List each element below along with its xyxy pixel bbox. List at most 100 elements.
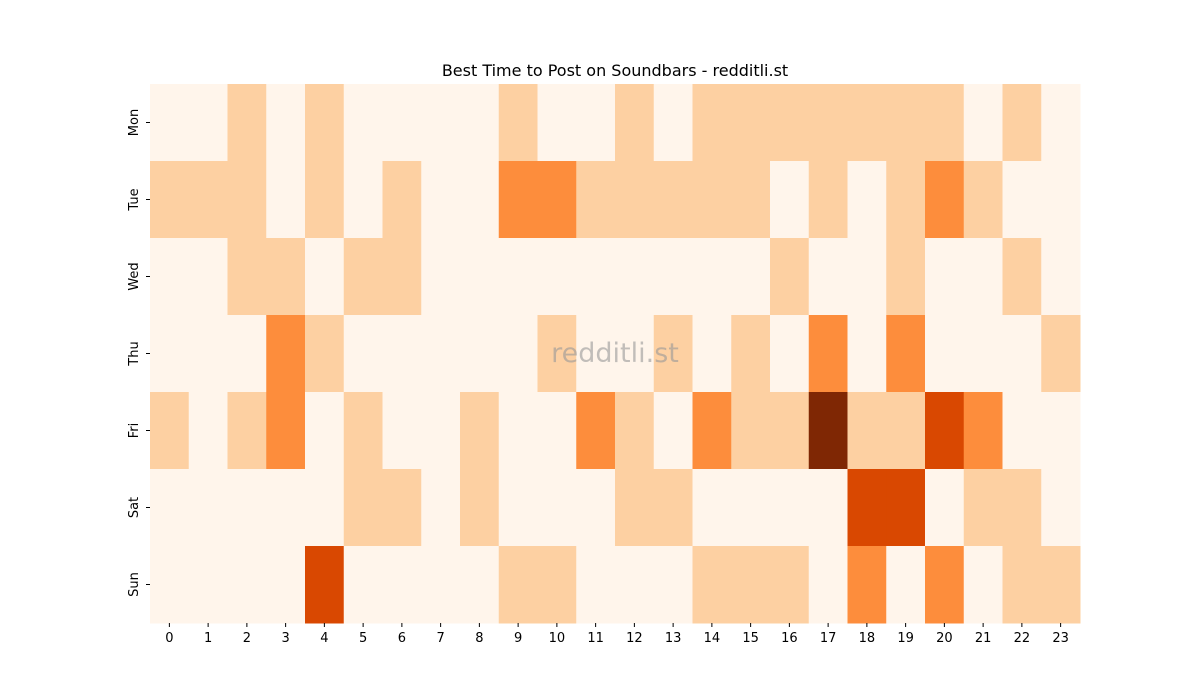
heatmap-cell-mon-23 xyxy=(1041,84,1081,162)
heatmap-cell-sat-19 xyxy=(886,469,926,547)
heatmap-cell-tue-9 xyxy=(498,161,538,239)
heatmap-cell-thu-23 xyxy=(1041,315,1081,393)
heatmap-cell-tue-3 xyxy=(266,161,306,239)
heatmap-cell-wed-6 xyxy=(382,238,422,316)
heatmap-cell-wed-16 xyxy=(770,238,810,316)
heatmap-cell-wed-12 xyxy=(615,238,655,316)
heatmap-cell-thu-20 xyxy=(925,315,965,393)
heatmap-cell-tue-5 xyxy=(343,161,383,239)
heatmap-cell-mon-11 xyxy=(576,84,616,162)
x-tick-label: 15 xyxy=(742,631,759,646)
heatmap-cell-wed-3 xyxy=(266,238,306,316)
heatmap-cell-fri-12 xyxy=(615,392,655,470)
heatmap-cell-tue-10 xyxy=(537,161,577,239)
heatmap-cell-mon-7 xyxy=(421,84,461,162)
heatmap-cell-tue-6 xyxy=(382,161,422,239)
heatmap-cell-thu-17 xyxy=(808,315,848,393)
heatmap-cell-tue-16 xyxy=(770,161,810,239)
y-tick-label: Wed xyxy=(127,262,142,290)
heatmap-cell-sun-14 xyxy=(692,546,732,624)
x-tick-label: 0 xyxy=(165,631,173,646)
heatmap-cell-tue-12 xyxy=(615,161,655,239)
heatmap-cell-fri-15 xyxy=(731,392,771,470)
x-tick-label: 9 xyxy=(514,631,522,646)
heatmap-cell-tue-4 xyxy=(305,161,345,239)
heatmap-cell-wed-1 xyxy=(188,238,228,316)
heatmap-cell-thu-5 xyxy=(343,315,383,393)
heatmap-cell-sat-23 xyxy=(1041,469,1081,547)
heatmap-cell-sun-5 xyxy=(343,546,383,624)
heatmap-cell-mon-6 xyxy=(382,84,422,162)
x-tick-label: 20 xyxy=(936,631,953,646)
heatmap-cell-sat-16 xyxy=(770,469,810,547)
heatmap-cell-sun-13 xyxy=(653,546,693,624)
heatmap-cell-thu-2 xyxy=(227,315,267,393)
y-tick-label: Fri xyxy=(127,423,142,439)
heatmap-cell-sun-20 xyxy=(925,546,965,624)
heatmap-cell-tue-21 xyxy=(963,161,1003,239)
heatmap-cell-tue-14 xyxy=(692,161,732,239)
heatmap-cell-wed-20 xyxy=(925,238,965,316)
heatmap-cell-sat-15 xyxy=(731,469,771,547)
heatmap-cell-mon-21 xyxy=(963,84,1003,162)
heatmap-cell-mon-16 xyxy=(770,84,810,162)
heatmap-cell-tue-22 xyxy=(1002,161,1042,239)
heatmap-cell-sun-21 xyxy=(963,546,1003,624)
heatmap-cell-sun-7 xyxy=(421,546,461,624)
heatmap-cell-mon-17 xyxy=(808,84,848,162)
heatmap-cell-sun-0 xyxy=(150,546,190,624)
heatmap-cell-fri-14 xyxy=(692,392,732,470)
heatmap-cell-wed-21 xyxy=(963,238,1003,316)
x-tick-label: 14 xyxy=(704,631,721,646)
heatmap-cell-sun-18 xyxy=(847,546,887,624)
heatmap-cell-thu-10 xyxy=(537,315,577,393)
heatmap-cell-thu-15 xyxy=(731,315,771,393)
x-tick-label: 22 xyxy=(1014,631,1031,646)
heatmap-cell-fri-1 xyxy=(188,392,228,470)
y-tick-label: Thu xyxy=(127,341,142,366)
heatmap-cell-mon-19 xyxy=(886,84,926,162)
y-tick-label: Sat xyxy=(127,497,142,518)
x-axis: 0 1 2 3 4 5 6 7 8 9 10 11 12 13 14 15 16 17 18 19 20 21 22 23 xyxy=(165,623,1069,646)
heatmap-cell-sun-2 xyxy=(227,546,267,624)
heatmap-cell-tue-1 xyxy=(188,161,228,239)
heatmap-cell-mon-5 xyxy=(343,84,383,162)
heatmap-cell-sat-22 xyxy=(1002,469,1042,547)
heatmap-cell-sat-5 xyxy=(343,469,383,547)
heatmap-cell-fri-8 xyxy=(460,392,500,470)
heatmap-cell-sat-20 xyxy=(925,469,965,547)
heatmap-cell-mon-18 xyxy=(847,84,887,162)
heatmap-cell-sun-15 xyxy=(731,546,771,624)
heatmap-cell-fri-23 xyxy=(1041,392,1081,470)
heatmap-cell-sat-0 xyxy=(150,469,190,547)
heatmap-cell-sat-2 xyxy=(227,469,267,547)
heatmap-cell-thu-18 xyxy=(847,315,887,393)
heatmap-cell-thu-9 xyxy=(498,315,538,393)
heatmap-cell-sat-11 xyxy=(576,469,616,547)
heatmap-cell-sat-13 xyxy=(653,469,693,547)
y-tick-label: Mon xyxy=(127,109,142,136)
heatmap-cell-thu-7 xyxy=(421,315,461,393)
heatmap-cell-fri-7 xyxy=(421,392,461,470)
heatmap-cell-wed-19 xyxy=(886,238,926,316)
heatmap-cell-thu-0 xyxy=(150,315,190,393)
y-tick-label: Sun xyxy=(127,572,142,597)
heatmap-cell-tue-19 xyxy=(886,161,926,239)
heatmap-cell-tue-18 xyxy=(847,161,887,239)
heatmap-cell-fri-22 xyxy=(1002,392,1042,470)
heatmap-cell-wed-18 xyxy=(847,238,887,316)
heatmap-cell-tue-15 xyxy=(731,161,771,239)
heatmap-cell-tue-17 xyxy=(808,161,848,239)
x-tick-label: 2 xyxy=(243,631,251,646)
heatmap-cell-sat-10 xyxy=(537,469,577,547)
heatmap-cell-mon-8 xyxy=(460,84,500,162)
y-tick-label: Tue xyxy=(127,188,142,211)
heatmap-cell-wed-11 xyxy=(576,238,616,316)
x-tick-label: 19 xyxy=(897,631,914,646)
heatmap-cell-wed-14 xyxy=(692,238,732,316)
heatmap-cell-sun-6 xyxy=(382,546,422,624)
heatmap-cell-sun-10 xyxy=(537,546,577,624)
x-tick-label: 23 xyxy=(1052,631,1069,646)
heatmap-cell-thu-6 xyxy=(382,315,422,393)
